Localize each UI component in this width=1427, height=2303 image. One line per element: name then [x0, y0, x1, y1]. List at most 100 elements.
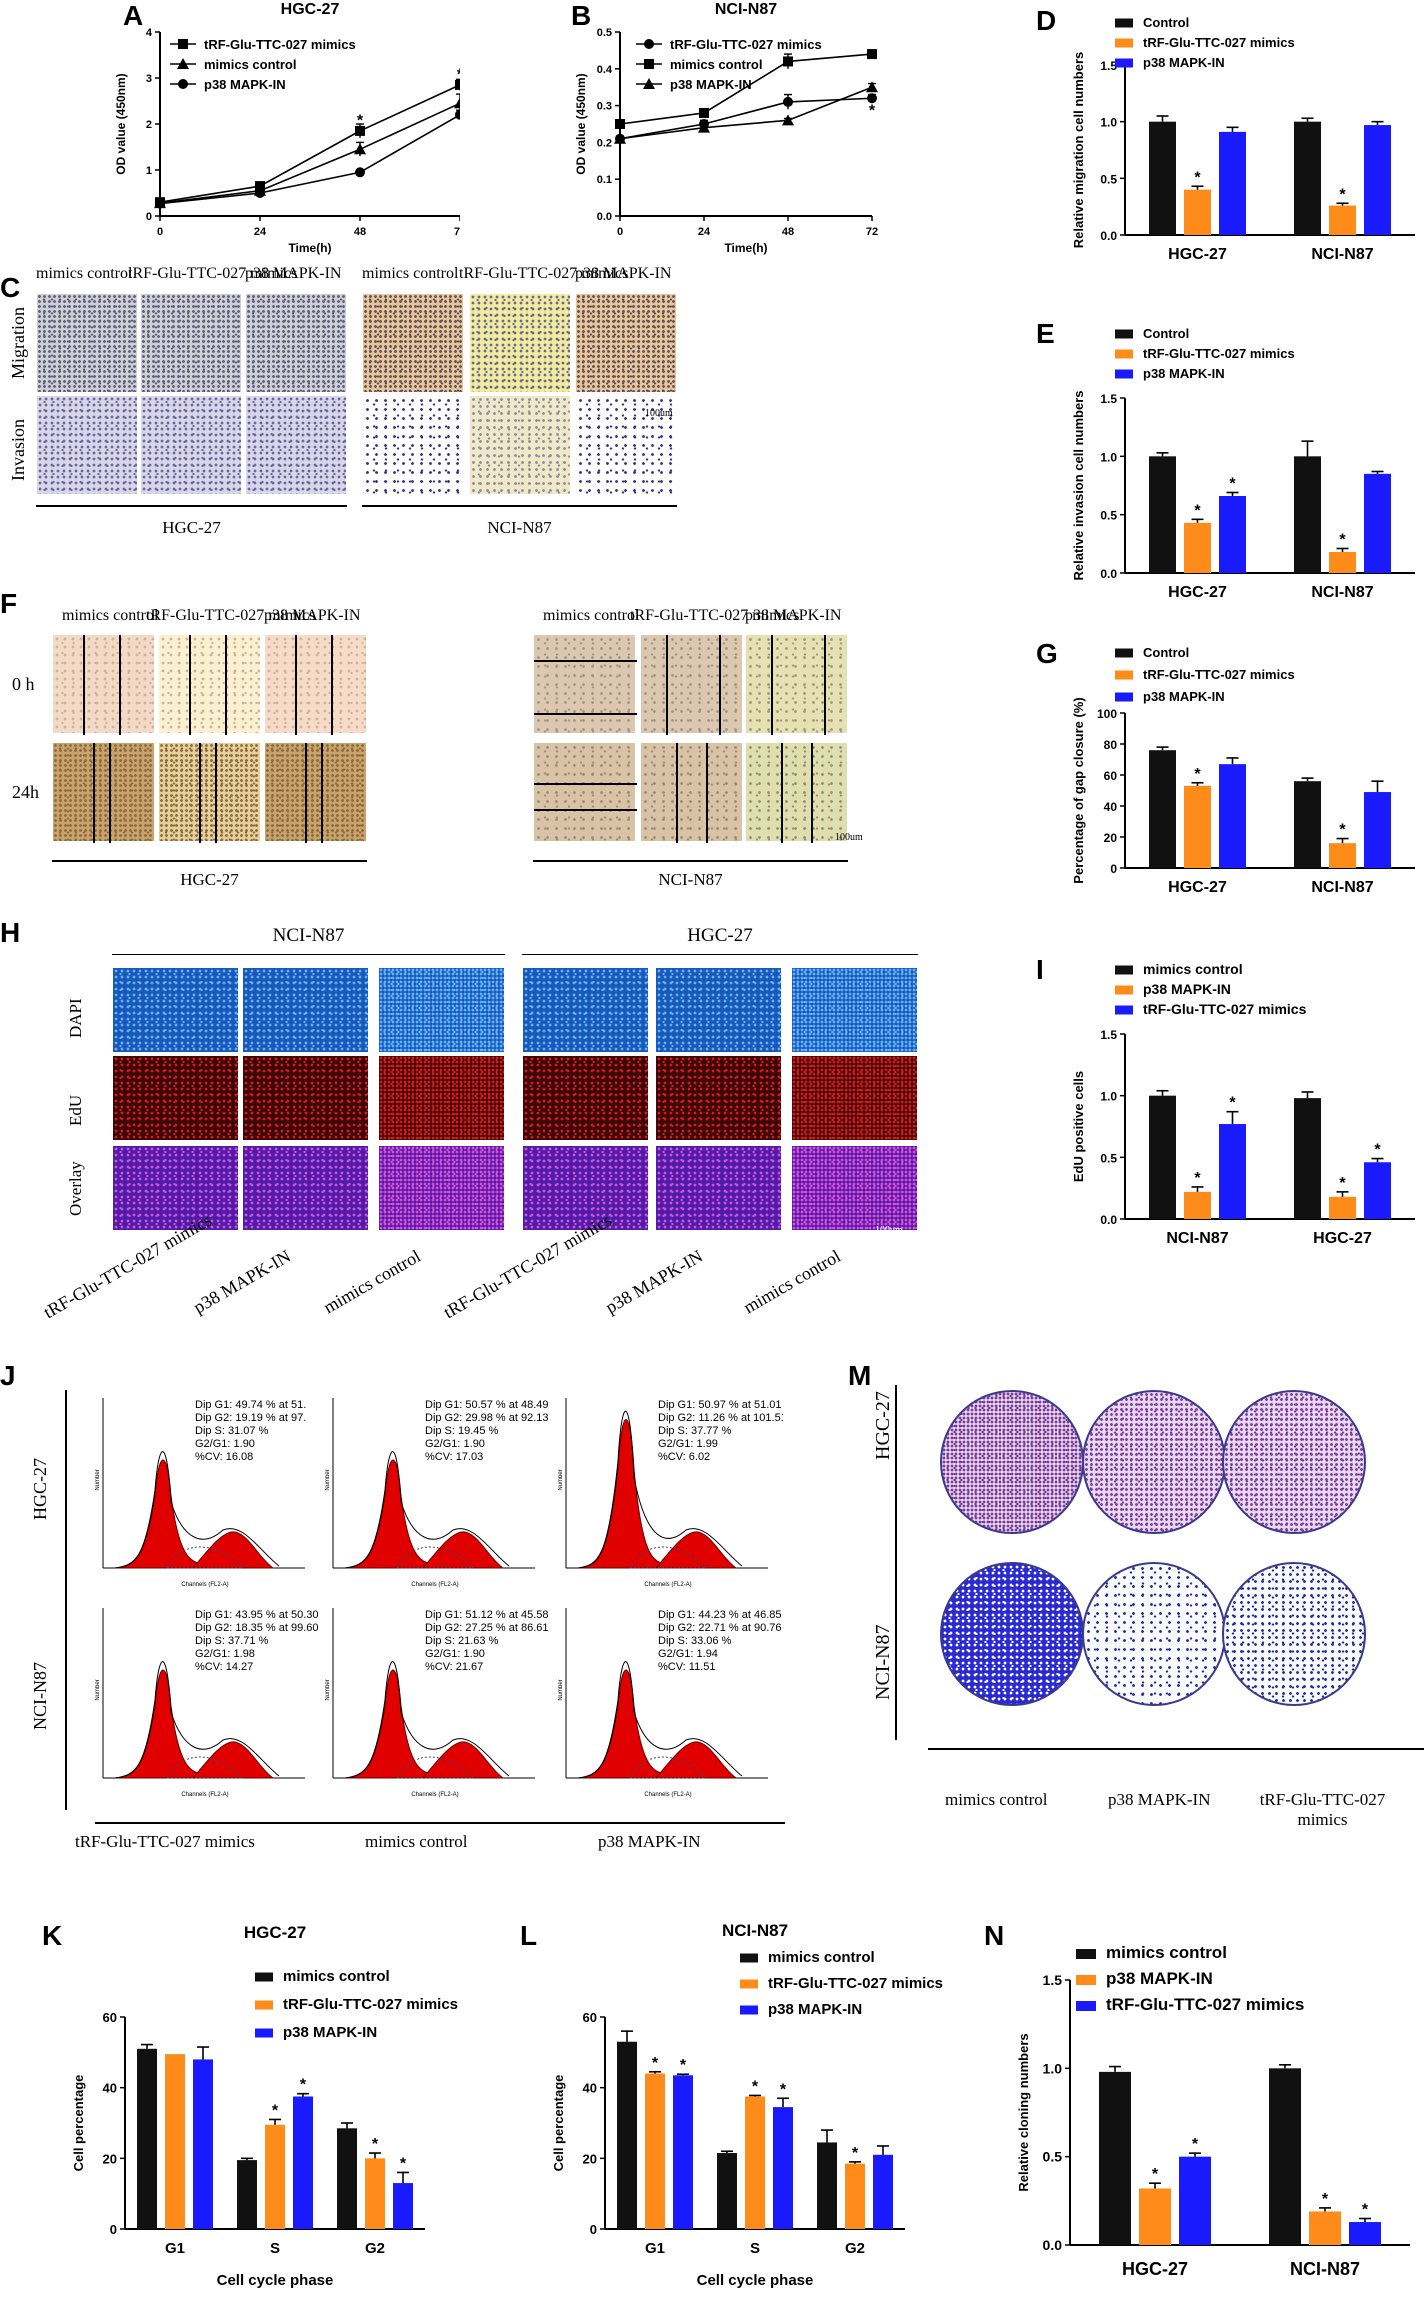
stat-line: %CV: 17.03 [425, 1451, 483, 1463]
legend-swatch [1115, 329, 1133, 339]
y-tick-label: 0.5 [1100, 509, 1117, 523]
legend-marker [644, 39, 654, 49]
histogram-outline [344, 1661, 510, 1779]
wound-image-ncin87-24h [533, 742, 637, 842]
y-axis-label: Cell percentage [551, 2075, 566, 2172]
legend-swatch [1115, 58, 1133, 68]
wound-edge-line [305, 743, 307, 843]
category-label: HGC-27 [1122, 2259, 1188, 2279]
scale-label: 100um [645, 408, 673, 419]
histogram-outline [114, 1451, 280, 1569]
y-tick-label: 1.0 [1043, 2060, 1063, 2076]
data-point [867, 93, 877, 104]
g2-peak [421, 1531, 505, 1569]
stat-line: Dip G1: 51.12 % at 45.58 [425, 1609, 549, 1621]
g2-peak [191, 1531, 275, 1569]
category-label: HGC-27 [1168, 879, 1227, 896]
wound-edge-line [781, 743, 783, 843]
legend-label: Control [1143, 15, 1189, 30]
x-axis-label: Channels (FL2-A) [181, 1582, 228, 1588]
data-point [699, 107, 709, 118]
column-label: mimics control [320, 1245, 424, 1318]
category-label: G2 [845, 2240, 865, 2257]
bar [1309, 2211, 1341, 2245]
bar [1149, 1095, 1176, 1219]
chart-title: HGC-27 [281, 1, 340, 18]
legend-marker [178, 79, 188, 89]
bar [1184, 522, 1211, 573]
bar [1219, 764, 1246, 868]
invasion-image-ncin87 [362, 395, 464, 495]
bar [1329, 205, 1356, 235]
edu-image [378, 1055, 505, 1141]
bar [1364, 125, 1391, 235]
data-point [614, 132, 626, 144]
legend-label: p38 MAPK-IN [1143, 689, 1225, 704]
bar [645, 2073, 665, 2229]
chart-b-ncin87-growth: NCI-N87 0.0 0.1 0.2 0.3 0.4 0.5 0 24 48 72 Time(h) O… [574, 1, 878, 255]
stat-line: Dip G1: 49.74 % at 51. [195, 1399, 306, 1411]
significance-star: * [1152, 2166, 1159, 2183]
row-label: Overlay [66, 1161, 85, 1216]
significance-star: * [1322, 2191, 1329, 2208]
y-tick-label: 1.5 [1043, 1972, 1063, 1988]
category-label: NCI-N87 [1311, 246, 1373, 263]
y-tick-label: 1.0 [1100, 1090, 1117, 1104]
bar [1139, 2188, 1171, 2245]
colony-well [1082, 1562, 1226, 1706]
group-bracket [36, 505, 347, 507]
stat-line: G2/G1: 1.98 [195, 1648, 255, 1660]
category-label: S [270, 2240, 280, 2257]
bar [817, 2142, 837, 2229]
legend-label: mimics control [1106, 1943, 1227, 1962]
g1-peak [114, 1669, 204, 1779]
bar [845, 2163, 865, 2229]
column-label: mimics control [543, 607, 640, 624]
legend-label: p38 MAPK-IN [1143, 981, 1231, 997]
dapi-image [522, 967, 649, 1053]
wound-image-ncin87-24h [745, 742, 848, 843]
column-label: tRF-Glu-TTC-027 mimics [128, 265, 298, 282]
category-label: G2 [365, 2240, 385, 2257]
stat-line: %CV: 14.27 [195, 1661, 253, 1673]
group-label: HGC-27 [162, 518, 221, 537]
group-label: NCI-N87 [658, 870, 723, 889]
bar [873, 2154, 893, 2229]
s-phase-region [396, 1546, 475, 1569]
panel-letter-h: H [0, 917, 21, 948]
x-axis-label: Cell cycle phase [697, 2272, 814, 2289]
y-tick-label: 40 [1104, 800, 1118, 814]
group-bracket [362, 505, 677, 507]
bar [1349, 2222, 1381, 2245]
chart-title: NCI-N87 [722, 1921, 788, 1940]
legend-label: tRF-Glu-TTC-027 mimics [1143, 346, 1295, 361]
colony-well [940, 1562, 1084, 1706]
x-tick-label: 72 [866, 226, 878, 238]
column-label: mimics control [740, 1245, 844, 1318]
g2-peak [654, 1531, 738, 1569]
wound-image-ncin87-0h [533, 634, 637, 734]
x-axis-label: Channels (FL2-A) [644, 1792, 691, 1798]
column-label: p38 MAPK-IN [245, 265, 342, 282]
bar [1364, 473, 1391, 573]
bar [337, 2128, 357, 2229]
dapi-image [242, 967, 369, 1053]
significance-star: * [357, 112, 364, 129]
stat-line: G2/G1: 1.90 [425, 1438, 485, 1450]
y-tick-label: 20 [103, 2151, 117, 2166]
category-label: NCI-N87 [1166, 1230, 1228, 1244]
chart-a-hgc27-growth: HGC-27 0 1 2 3 4 0 24 48 72 Time(h) OD value (450nm… [114, 1, 460, 255]
data-point [615, 119, 625, 129]
y-axis-label: Number [558, 1679, 564, 1700]
stat-line: Dip G2: 18.35 % at 99.60 [195, 1622, 319, 1634]
significance-star: * [852, 2145, 859, 2162]
stat-line: Dip G2: 11.26 % at 101.51 [658, 1412, 783, 1424]
migration-image-ncin87 [362, 293, 464, 393]
wound-edge-line [199, 743, 201, 843]
s-phase-region [629, 1756, 708, 1779]
x-tick-label: 24 [698, 226, 711, 238]
bar [1329, 1196, 1356, 1219]
column-label: p38 MAPK-IN [190, 1245, 294, 1318]
chart-d-migration: 0.0 0.5 1.0 1.5 Relative migration cell numb… [1071, 15, 1415, 263]
panel-letter-e: E [1036, 318, 1055, 349]
